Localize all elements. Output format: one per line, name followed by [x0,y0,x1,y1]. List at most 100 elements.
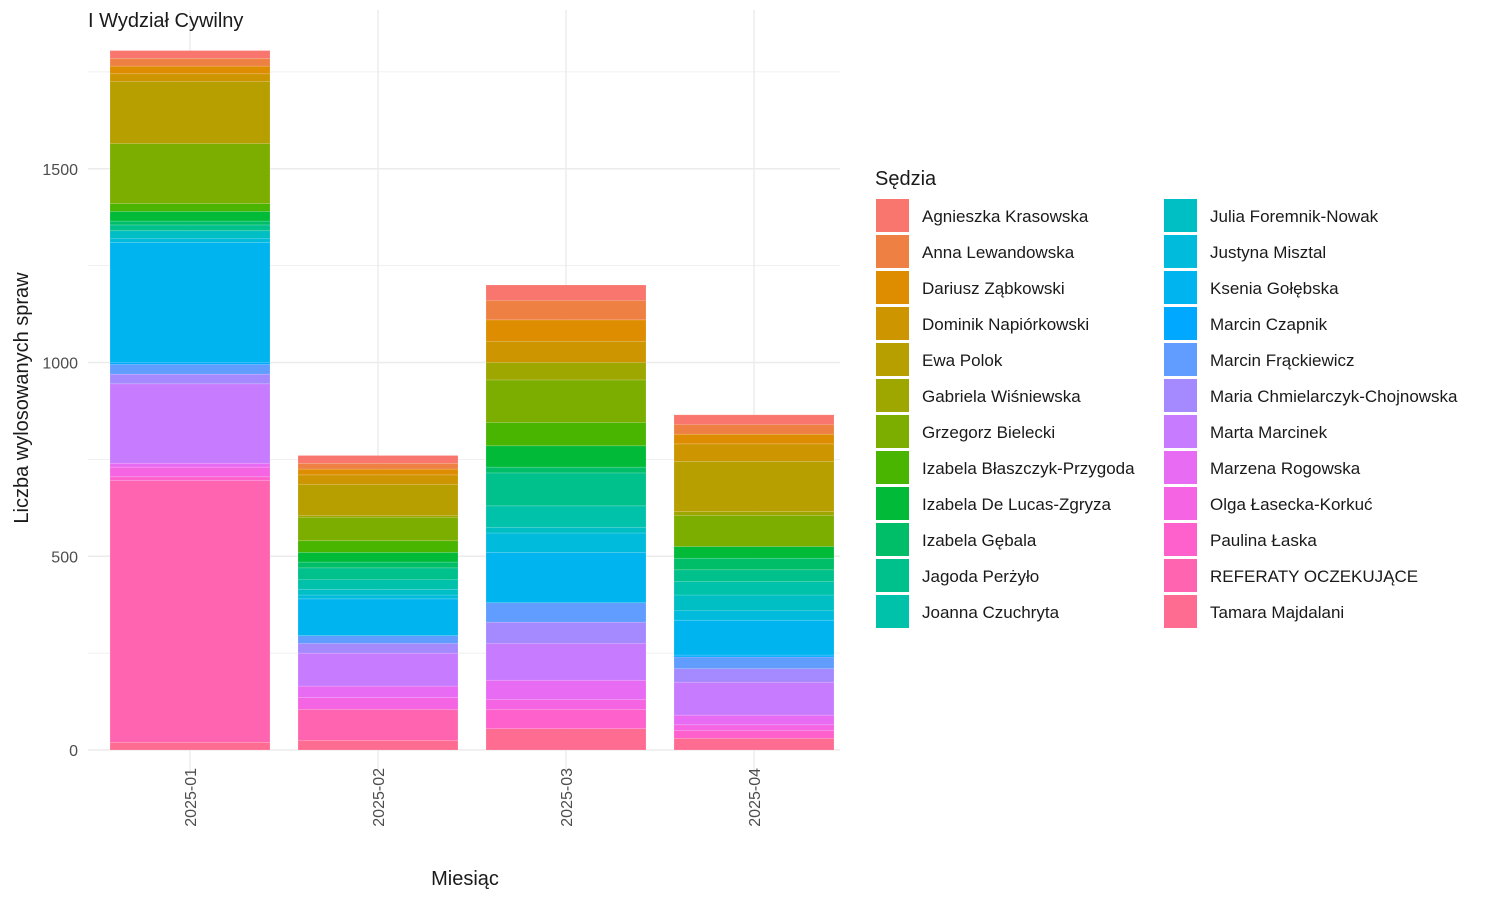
x-tick-label: 2025-01 [183,768,200,827]
legend-key [1164,415,1197,448]
bar-segment [109,242,271,363]
bar-segment [485,643,647,681]
bar-segment [297,484,459,516]
legend-key [876,271,909,304]
bar-segment [109,73,271,82]
bar-segment [673,433,835,445]
bar-segment [297,474,459,485]
legend-label: Joanna Czuchryta [922,603,1060,622]
legend-label: Marzena Rogowska [1210,459,1361,478]
bar-segment [297,552,459,563]
legend-label: Marta Marcinek [1210,423,1328,442]
legend-label: Julia Foremnik-Nowak [1210,207,1379,226]
bar-segment [673,619,835,656]
legend-key [876,307,909,340]
legend-label: Jagoda Perżyło [922,567,1039,586]
y-axis-title: Liczba wylosowanych spraw [11,272,33,524]
legend-key [1164,271,1197,304]
bar-segment [485,362,647,381]
bar-segment [297,697,459,710]
legend-key [876,415,909,448]
bar-segment [109,741,271,751]
bar-segment [297,517,459,542]
legend-label: Ksenia Gołębska [1210,279,1339,298]
legend-label: Izabela De Lucas-Zgryza [922,495,1112,514]
legend-key [1164,199,1197,232]
legend-label: Izabela Błaszczyk-Przygoda [922,459,1135,478]
bar-segment [109,383,271,464]
bar-segment [109,364,271,375]
bar-segment [297,635,459,644]
bar-segment [109,238,271,243]
bar-segment [673,557,835,571]
bar-segment [673,730,835,739]
y-axis-ticks: 0 500 1000 1500 [42,162,78,760]
legend-key [1164,307,1197,340]
bar-segment [673,594,835,611]
bar-segment [297,652,459,687]
bar-segment [673,515,835,547]
bar-segment [109,203,271,212]
bar-segment [297,594,459,600]
bar-segment [297,468,459,476]
legend-label: Justyna Misztal [1210,243,1326,262]
bar-segment [109,480,271,743]
bar-segment [485,699,647,710]
legend-label: REFERATY OCZEKUJĄCE [1210,567,1418,586]
legend-key [1164,559,1197,592]
bar-segment [673,424,835,435]
y-tick-label: 500 [51,549,78,566]
x-tick-label: 2025-04 [747,768,764,827]
legend-key [876,235,909,268]
bar-segment [109,143,271,204]
legend-key [876,199,909,232]
bar-segment [297,643,459,654]
bar-segment [109,211,271,222]
bar-segment [109,466,271,478]
bar-segment [109,373,271,385]
legend-label: Ewa Polok [922,351,1003,370]
bar-segment [485,532,647,553]
legend: Sędzia Agnieszka Krasowska Anna Lewandows… [875,168,1458,628]
y-tick-label: 0 [69,743,78,760]
bar-segment [673,443,835,462]
bar-segment [485,472,647,507]
bar-segment [673,668,835,683]
legend-key [1164,379,1197,412]
legend-label: Olga Łasecka-Korkuć [1210,495,1373,514]
bar-segment [673,681,835,716]
bar-segment [109,462,271,468]
bar-segment [673,724,835,731]
bar-segment [485,709,647,729]
bar-segment [673,714,835,726]
legend-key [876,451,909,484]
legend-label: Dominik Napiórkowski [922,315,1089,334]
legend-title: Sędzia [875,168,937,190]
bar-segment [297,567,459,580]
legend-key [876,559,909,592]
legend-label: Izabela Gębala [922,531,1037,550]
bar-segment [297,709,459,741]
legend-key [1164,451,1197,484]
bar-segment [485,422,647,447]
bar-segment [109,224,271,232]
legend-label: Marcin Frąckiewicz [1210,351,1355,370]
bar-segment [673,581,835,596]
chart-title: I Wydział Cywilny [88,10,243,32]
bar-segment [485,300,647,321]
bar-segment [673,461,835,512]
x-axis-ticks: 2025-01 2025-02 2025-03 2025-04 [183,768,764,827]
legend-label: Maria Chmielarczyk-Chojnowska [1210,387,1458,406]
bar-segment [485,728,647,751]
bar-segment [485,445,647,468]
bar-segment [485,602,647,623]
bar-segment [673,738,835,751]
legend-key [1164,343,1197,376]
bar-segment [297,579,459,590]
bar-segment [109,58,271,67]
legend-key [1164,487,1197,520]
bar-segment [297,598,459,636]
bar-segment [485,466,647,474]
bar-segment [485,379,647,423]
